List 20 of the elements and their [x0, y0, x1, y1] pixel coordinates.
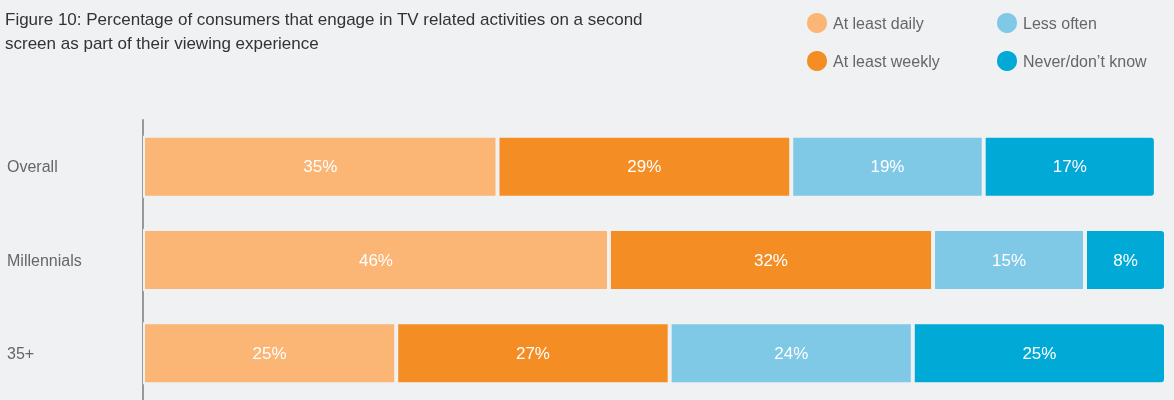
data-label: 32% [753, 250, 788, 270]
legend-label: At least weekly [833, 52, 940, 70]
data-label: 35% [303, 157, 338, 177]
legend-label: At least daily [833, 14, 924, 32]
y-tick-label: 35+ [7, 344, 35, 362]
data-label: 29% [627, 157, 662, 177]
data-label: 25% [1022, 343, 1057, 363]
data-label: 15% [991, 250, 1027, 270]
data-label: 27% [515, 343, 550, 363]
data-label: 25% [252, 343, 287, 363]
data-label: 8% [1113, 250, 1138, 270]
data-label: 19% [870, 157, 905, 177]
data-label: 17% [1052, 157, 1087, 177]
legend-label: Less often [1023, 14, 1097, 32]
data-label: 46% [358, 250, 393, 270]
data-label: 24% [774, 343, 809, 363]
y-tick-label: Overall [7, 158, 58, 176]
y-tick-label: Millennials [7, 251, 82, 269]
legend-label: Never/don’t know [1023, 52, 1148, 70]
chart-title: Figure 10: Percentage of consumers that engage in TV related activities on a second screen as part of their viewing experience [5, 9, 648, 53]
